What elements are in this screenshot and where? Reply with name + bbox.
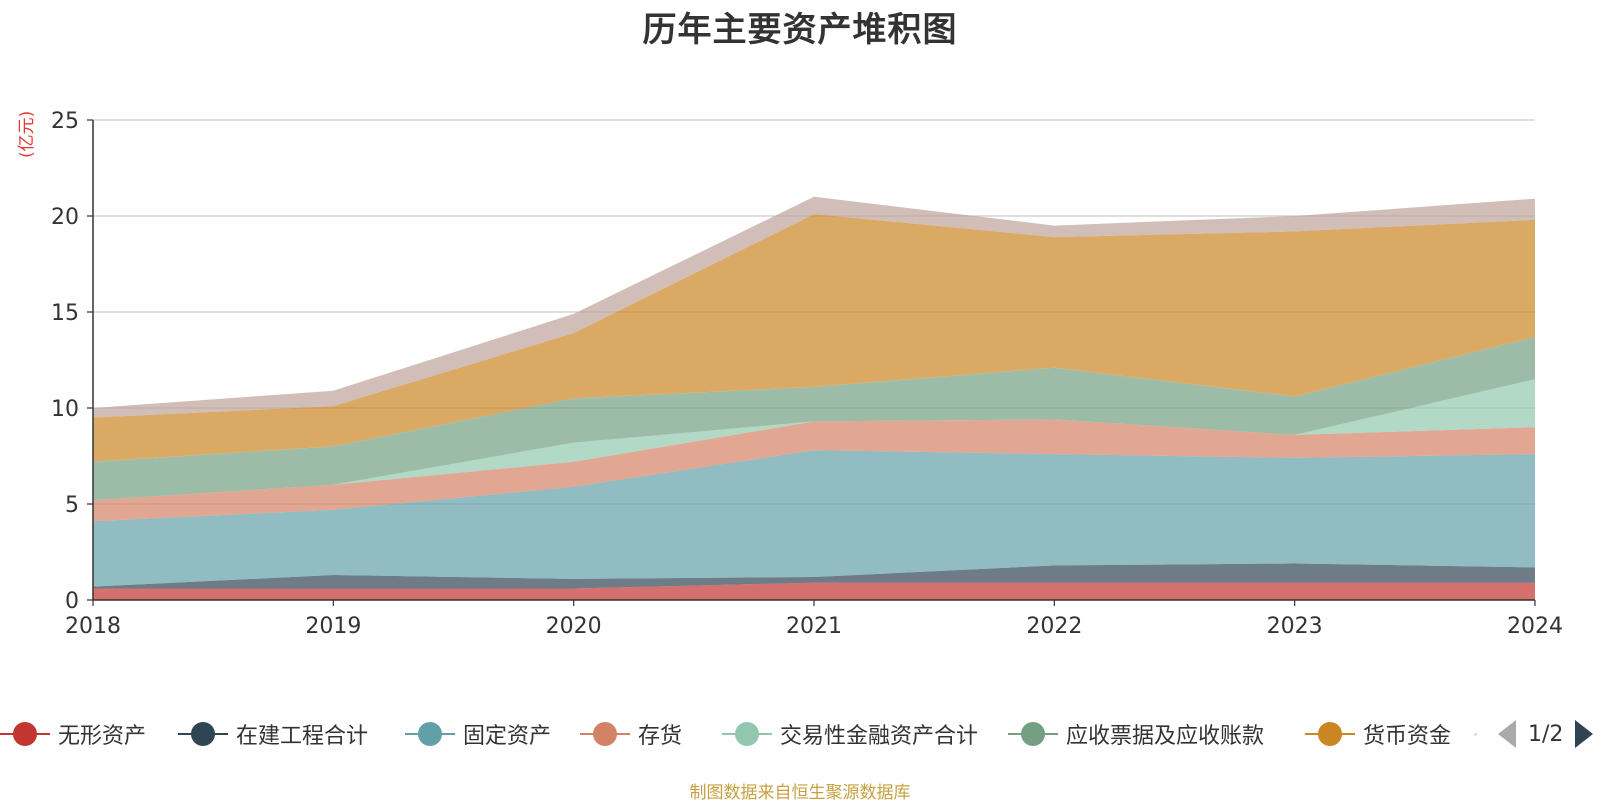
legend-marker-icon (1305, 712, 1355, 756)
legend-label: 存货 (638, 724, 683, 749)
y-tick-label: 20 (51, 205, 79, 230)
legend-label: 货币资金 (1363, 724, 1452, 749)
y-tick-label: 25 (51, 109, 79, 134)
area-series-8 (93, 196, 1535, 418)
stacked-areas (93, 196, 1535, 600)
legend-marker-icon (178, 712, 228, 756)
legend-marker-icon (1008, 712, 1058, 756)
legend-label: 应收票据及应收账款 (1066, 724, 1265, 749)
area-series-4 (93, 419, 1535, 522)
legend-item[interactable]: 在建工程合计 (178, 712, 368, 756)
source-note: 制图数据来自恒生聚源数据库 (689, 783, 911, 803)
chart-area: 0 5 10 15 20 25 2018 2019 2020 2021 2022 2023 2024 (51, 109, 1563, 639)
legend-item[interactable]: 交易性金融资产合计 (722, 712, 978, 756)
legend-label: 交易性金融资产合计 (780, 724, 979, 749)
legend-page-indicator: 1/2 (1528, 721, 1564, 747)
legend: 无形资产 在建工程合计 固定资产 存货 交易性金融资产合计 应收票据及应收账款 货币资金 (0, 712, 1600, 756)
y-tick-label: 10 (51, 397, 79, 422)
chart-title: 历年主要资产堆积图 (642, 10, 958, 50)
legend-item[interactable]: 存货 (580, 712, 682, 756)
x-tick-label: 2018 (65, 614, 121, 639)
legend-item[interactable]: 应收票据及应收账款 (1008, 712, 1264, 756)
legend-next-page-button[interactable] (1575, 720, 1594, 748)
legend-label: 固定资产 (463, 724, 552, 749)
x-tick-label: 2021 (786, 614, 842, 639)
legend-prev-page-button[interactable] (1498, 720, 1516, 748)
x-tick-label: 2022 (1026, 614, 1082, 639)
area-series-3 (93, 450, 1535, 587)
legend-label: 在建工程合计 (236, 724, 369, 749)
x-tick-label: 2020 (546, 614, 602, 639)
area-series-1 (93, 582, 1535, 600)
legend-marker-icon (405, 712, 455, 756)
y-tick-label: 5 (65, 493, 79, 518)
legend-pager: 1/2 (1498, 712, 1594, 756)
y-tick-label: 0 (65, 589, 79, 614)
area-series-5 (93, 379, 1535, 501)
x-tick-label: 2024 (1507, 614, 1563, 639)
legend-label: 无形资产 (58, 724, 147, 749)
x-tick-label: 2023 (1267, 614, 1323, 639)
y-tick-label: 15 (51, 301, 79, 326)
area-series-2 (93, 563, 1535, 589)
area-series-7 (93, 214, 1535, 462)
area-series-6 (93, 337, 1535, 501)
legend-marker-icon (580, 712, 630, 756)
axes: 0 5 10 15 20 25 2018 2019 2020 2021 2022 2023 2024 (51, 109, 1563, 639)
x-tick-label: 2019 (305, 614, 361, 639)
legend-item[interactable]: 固定资产 (405, 712, 551, 756)
legend-marker-icon (0, 712, 50, 756)
legend-overflow-dot (1474, 733, 1477, 736)
legend-item[interactable]: 无形资产 (0, 712, 146, 756)
legend-item[interactable]: 货币资金 (1305, 712, 1451, 756)
legend-marker-icon (722, 712, 772, 756)
